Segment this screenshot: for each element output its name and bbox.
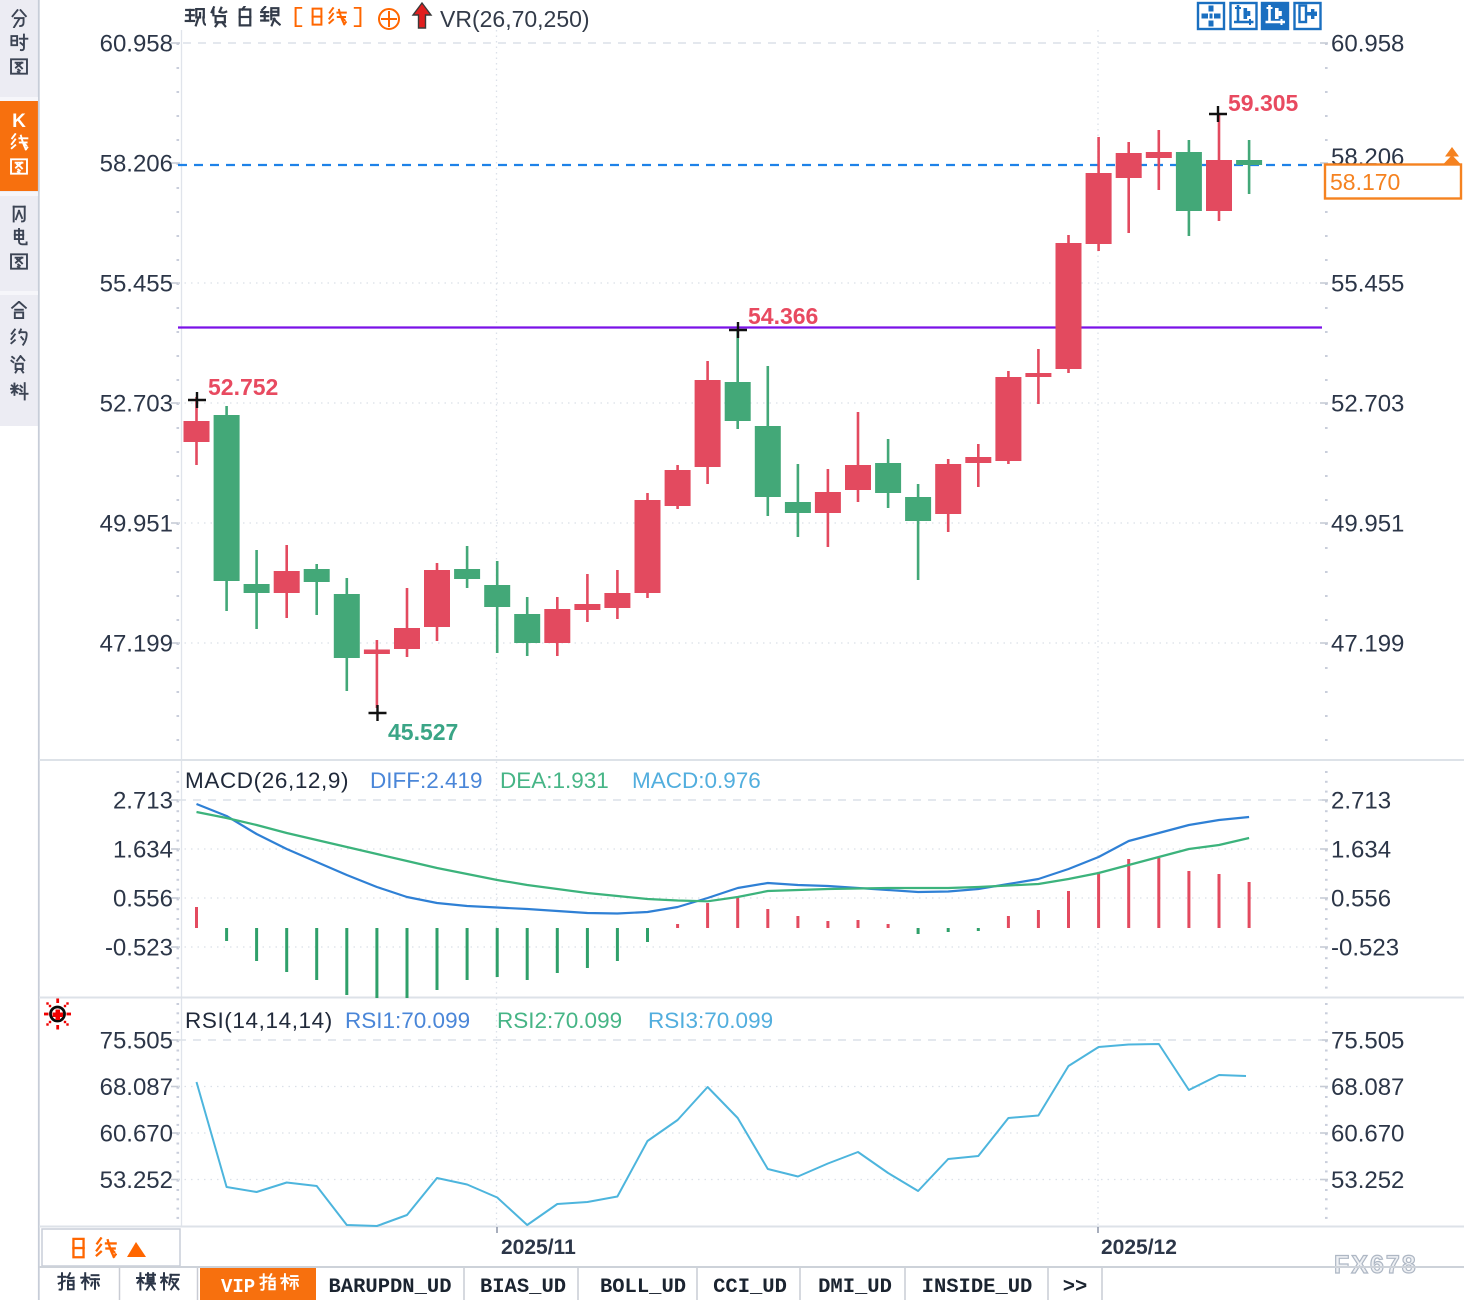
svg-text:BIAS_UD: BIAS_UD	[480, 1276, 566, 1299]
svg-text:60.958: 60.958	[1331, 31, 1404, 58]
svg-text:DEA:1.931: DEA:1.931	[500, 768, 609, 793]
svg-text:2.713: 2.713	[1331, 788, 1391, 815]
svg-text:55.455: 55.455	[1331, 271, 1404, 298]
svg-text:>>: >>	[1063, 1276, 1088, 1299]
svg-text:45.527: 45.527	[388, 719, 458, 745]
svg-text:DMI_UD: DMI_UD	[818, 1276, 892, 1299]
svg-text:VIP: VIP	[221, 1276, 255, 1298]
svg-text:-0.523: -0.523	[1331, 935, 1399, 962]
svg-text:60.670: 60.670	[100, 1121, 173, 1148]
svg-text:2025/11: 2025/11	[501, 1236, 576, 1259]
svg-text:2.713: 2.713	[113, 788, 173, 815]
svg-text:47.199: 47.199	[100, 631, 173, 658]
svg-text:DIFF:2.419: DIFF:2.419	[370, 768, 483, 793]
svg-text:60.670: 60.670	[1331, 1121, 1404, 1148]
svg-text:54.366: 54.366	[748, 303, 818, 329]
svg-text:75.505: 75.505	[100, 1028, 173, 1055]
svg-text:RSI1:70.099: RSI1:70.099	[345, 1008, 470, 1033]
svg-text:1.634: 1.634	[113, 837, 173, 864]
svg-text:BOLL_UD: BOLL_UD	[600, 1276, 686, 1299]
svg-text:75.505: 75.505	[1331, 1028, 1404, 1055]
svg-text:59.305: 59.305	[1228, 90, 1299, 116]
svg-text:INSIDE_UD: INSIDE_UD	[922, 1276, 1033, 1299]
svg-text:K: K	[12, 111, 26, 132]
svg-text:0.556: 0.556	[113, 886, 173, 913]
svg-text:52.703: 52.703	[100, 391, 173, 418]
svg-text:53.252: 53.252	[100, 1167, 173, 1194]
svg-text:RSI(14,14,14): RSI(14,14,14)	[185, 1008, 333, 1033]
svg-text:49.951: 49.951	[1331, 511, 1404, 538]
svg-text:58.170: 58.170	[1330, 169, 1400, 195]
svg-text:55.455: 55.455	[100, 271, 173, 298]
svg-text:47.199: 47.199	[1331, 631, 1404, 658]
svg-text:0.556: 0.556	[1331, 886, 1391, 913]
svg-text:1.634: 1.634	[1331, 837, 1391, 864]
svg-text:68.087: 68.087	[100, 1074, 173, 1101]
svg-text:58.206: 58.206	[100, 151, 173, 178]
svg-text:FX678: FX678	[1334, 1251, 1418, 1279]
svg-text:52.703: 52.703	[1331, 391, 1404, 418]
svg-text:BARUPDN_UD: BARUPDN_UD	[328, 1276, 451, 1299]
svg-text:68.087: 68.087	[1331, 1074, 1404, 1101]
svg-text:53.252: 53.252	[1331, 1167, 1404, 1194]
svg-text:VR(26,70,250): VR(26,70,250)	[440, 6, 590, 32]
svg-text:2025/12: 2025/12	[1101, 1236, 1177, 1259]
svg-text:-0.523: -0.523	[105, 935, 173, 962]
svg-text:CCI_UD: CCI_UD	[713, 1276, 787, 1299]
svg-text:49.951: 49.951	[100, 511, 173, 538]
svg-text:52.752: 52.752	[208, 374, 278, 400]
svg-text:MACD:0.976: MACD:0.976	[632, 768, 761, 793]
svg-text:RSI2:70.099: RSI2:70.099	[497, 1008, 622, 1033]
svg-text:MACD(26,12,9): MACD(26,12,9)	[185, 768, 349, 793]
svg-text:60.958: 60.958	[100, 31, 173, 58]
svg-text:RSI3:70.099: RSI3:70.099	[648, 1008, 773, 1033]
